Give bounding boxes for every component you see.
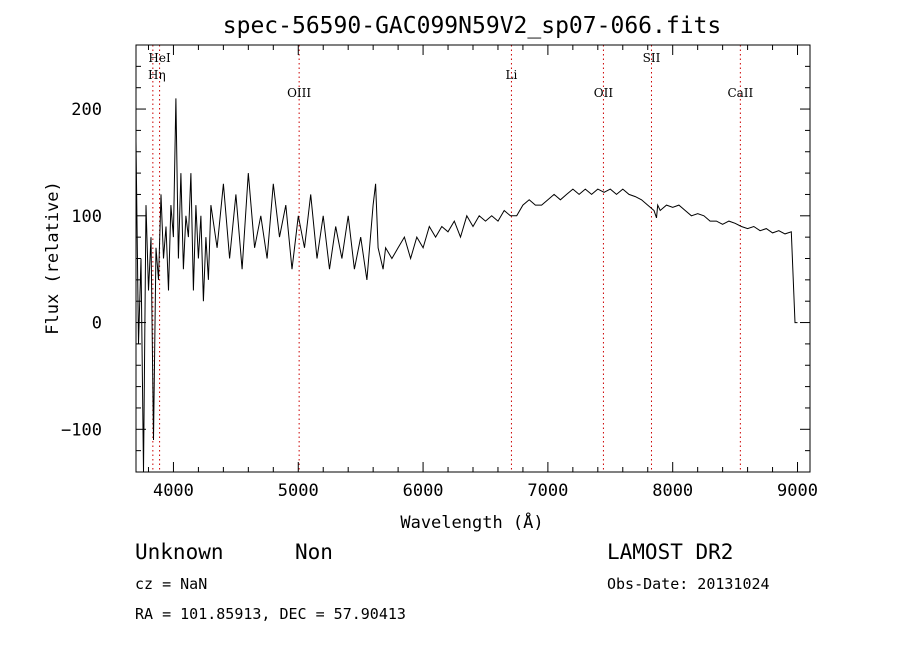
line-label-4: OII: [594, 86, 614, 100]
line-label-2: OIII: [287, 86, 311, 100]
survey-name: LAMOST DR2: [607, 540, 734, 564]
redshift-cz: cz = NaN: [135, 575, 208, 593]
y-tick-label-0: 0: [92, 314, 102, 334]
coordinates: RA = 101.85913, DEC = 57.90413: [135, 605, 406, 623]
y-tick-label--100: −100: [61, 420, 102, 440]
x-axis-label: Wavelength (Å): [400, 511, 543, 533]
y-tick-label-100: 100: [71, 207, 102, 227]
x-tick-label-4000: 4000: [153, 481, 194, 501]
line-label-5: SII: [643, 51, 661, 65]
y-tick-label-200: 200: [71, 100, 102, 120]
x-tick-label-7000: 7000: [527, 481, 568, 501]
line-label-3: Li: [506, 68, 518, 82]
line-label-0: Hη: [148, 68, 166, 82]
line-label-1: HeI: [148, 51, 171, 65]
x-tick-label-9000: 9000: [777, 481, 818, 501]
line-label-6: CaII: [727, 86, 753, 100]
x-tick-label-6000: 6000: [403, 481, 444, 501]
x-tick-label-8000: 8000: [652, 481, 693, 501]
chart-title: spec-56590-GAC099N59V2_sp07-066.fits: [223, 13, 722, 39]
plot-area: Hη HeI OIII Li OII SII CaII 4000 5000 6000 7000 800…: [61, 44, 818, 501]
object-class: Unknown: [135, 540, 224, 564]
y-axis-label: Flux (relative): [43, 181, 63, 335]
plot-frame: [135, 44, 811, 473]
spectrum-line: [136, 98, 798, 472]
x-tick-label-5000: 5000: [278, 481, 319, 501]
observation-date: Obs-Date: 20131024: [607, 575, 770, 593]
object-subclass: Non: [295, 540, 333, 564]
